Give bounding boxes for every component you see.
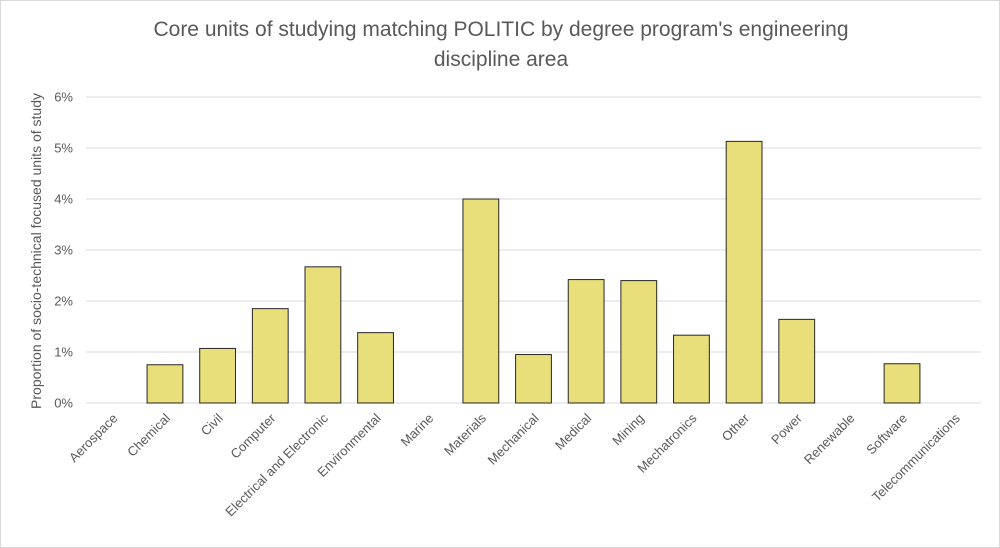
chart-title: Core units of studying matching POLITIC …	[101, 15, 901, 75]
bar	[357, 332, 394, 404]
bar	[778, 318, 816, 404]
x-tick-label: Materials	[441, 410, 489, 458]
bar	[515, 354, 552, 404]
bar	[883, 363, 921, 404]
chart-title-line-1: Core units of studying matching POLITIC …	[153, 18, 849, 41]
x-tick-label: Electrical and Electronic	[222, 410, 331, 519]
y-tick-label: 1%	[54, 345, 73, 360]
x-tick-label: Aerospace	[66, 411, 121, 466]
bar	[199, 347, 237, 404]
y-axis-ticks: 0% 1% 2% 3% 4% 5% 6%	[54, 90, 73, 411]
y-tick-label: 0%	[54, 396, 73, 411]
x-tick-label: Mechanical	[485, 410, 542, 467]
x-tick-label: Marine	[398, 411, 437, 450]
y-tick-label: 6%	[54, 90, 73, 105]
y-tick-label: 2%	[54, 294, 73, 309]
bar	[462, 198, 500, 404]
x-tick-label: Chemical	[124, 410, 173, 459]
chart-title-line-2: discipline area	[433, 48, 569, 71]
bar	[567, 279, 605, 404]
x-tick-label: Civil	[198, 410, 226, 438]
bar	[251, 308, 289, 404]
x-tick-label: Mining	[609, 411, 647, 449]
bar	[304, 266, 342, 404]
x-tick-label: Power	[768, 410, 805, 447]
bars	[146, 140, 921, 404]
x-tick-label: Other	[719, 410, 753, 444]
x-axis-ticks: Aerospace Chemical Civil ComputerElectrical…	[66, 410, 963, 519]
bar	[725, 140, 763, 404]
bar	[673, 334, 710, 404]
y-tick-label: 5%	[54, 141, 73, 156]
bar	[620, 280, 658, 404]
x-tick-label: Medical	[552, 410, 594, 452]
y-axis-title: Proportion of socio-technical focused un…	[28, 93, 44, 409]
y-tick-label: 3%	[54, 243, 73, 258]
x-tick-label: Renewable	[801, 411, 858, 468]
x-tick-label: Telecommunications	[869, 410, 963, 504]
x-tick-label: Computer	[227, 410, 278, 461]
x-tick-label: Software	[863, 411, 910, 458]
y-tick-label: 4%	[54, 192, 73, 207]
bar	[146, 364, 184, 404]
